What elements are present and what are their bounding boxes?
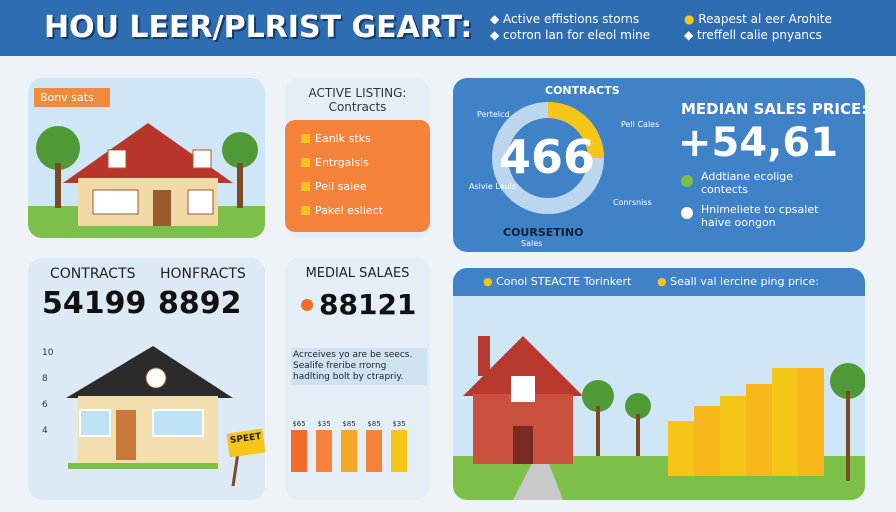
bar (366, 430, 382, 472)
stat-value: 54199 (42, 286, 147, 321)
list-item: Peil salee (315, 180, 367, 193)
scene-header (453, 268, 865, 296)
price-title: MEDIAN SALES PRICE: (681, 100, 865, 118)
axis-label: 4 (42, 426, 48, 436)
sales-panel: MEDIAL SALAES 88121 Acrceives yo are be … (285, 258, 430, 500)
stat-label: CONTRACTS (50, 266, 136, 282)
legend-text: Seall val lercine ping price: (670, 275, 820, 288)
bottom-label: COURSETINO (503, 226, 584, 239)
panel-value: 88121 (319, 288, 417, 321)
legend-item: ◆ treffell calie pnyancs (684, 28, 822, 42)
stats-panel: CONTRACTS 466 Pertelcd Pell Cales Aslvie… (453, 78, 865, 252)
bar (341, 430, 357, 472)
donut-label: Pell Cales (621, 120, 660, 129)
scene-panel: ● Conol STEACTE Torinkert ● Seall val le… (453, 268, 865, 500)
bar-label: $35 (392, 420, 406, 428)
bar-label: $85 (367, 420, 381, 428)
donut (492, 102, 604, 214)
bullet-square (301, 206, 310, 215)
bar (391, 430, 407, 472)
note: Acrceives yo are be seecs. Sealife freri… (291, 348, 427, 385)
legend-item: ● Conol STEACTE Torinkert (483, 275, 632, 288)
house-panel: Bonv sats (28, 78, 265, 238)
legend-item: ◆ cotron lan for eleol mine (490, 28, 651, 42)
bar (291, 430, 307, 472)
legend-text: Conol STEACTE Torinkert (496, 275, 632, 288)
price: +54,61 (678, 120, 839, 166)
donut-label: Conrsniss (613, 198, 652, 207)
bar-label: $85 (342, 420, 356, 428)
panel-title: MEDIAL SALAES (305, 266, 410, 281)
axis-label: 10 (42, 348, 54, 358)
bottom-sub: Sales (521, 239, 543, 248)
bullet-dot (681, 207, 693, 219)
list-item: Pakel esliect (315, 204, 383, 217)
legend-text: treffell calie pnyancs (697, 28, 822, 42)
legend-text: cotron lan for eleol mine (503, 28, 651, 42)
title: HOU LEER/PLRIST GEART: (44, 10, 473, 45)
panel-subtitle: Contracts (328, 100, 387, 114)
stat-value: 8892 (158, 286, 242, 321)
bullet-dot (681, 175, 693, 187)
house-illustration (28, 123, 265, 238)
contracts-panel: CONTRACTS HONFRACTS 54199 8892 SPEET 10 8… (28, 258, 265, 500)
legend-item: ◆ Active effistions storns (490, 12, 640, 26)
listing-panel: ACTIVE LISTING: Contracts Eanlk stks Entr… (285, 78, 430, 238)
bullet-square (301, 158, 310, 167)
bullet: Addtiane ecolige contects (701, 170, 794, 196)
legend-item: ● Reapest al eer Arohite (684, 12, 832, 26)
scene-illustration (453, 336, 865, 500)
donut-value: 466 (499, 130, 596, 184)
tag: Bonv sats (34, 88, 110, 107)
bullet-square (301, 182, 310, 191)
donut-label: Pertelcd (477, 110, 510, 119)
list-item: Entrgalsis (315, 156, 369, 169)
list-item: Eanlk stks (315, 132, 371, 145)
dot (301, 299, 313, 311)
axis-label: 6 (42, 400, 48, 410)
header: HOU LEER/PLRIST GEART: ◆ Active effistio… (0, 0, 896, 56)
donut-label: Aslvie Leuls (469, 182, 516, 191)
panel-title: ACTIVE LISTING: (308, 86, 407, 100)
house-illustration (66, 346, 265, 487)
items-box: Eanlk stks Entrgalsis Peil salee Pakel esli… (285, 120, 430, 232)
donut-title: CONTRACTS (545, 84, 620, 97)
legend-item: ● Seall val lercine ping price: (657, 275, 820, 288)
stat-label: HONFRACTS (160, 266, 246, 282)
bar-label: $35 (317, 420, 331, 428)
legend-text: Active effistions storns (503, 12, 640, 26)
axis-label: 8 (42, 374, 48, 384)
bar (316, 430, 332, 472)
bullet-square (301, 134, 310, 143)
bar-label: $65 (292, 420, 306, 428)
legend-text: Reapest al eer Arohite (698, 12, 832, 26)
bullet: Hnimeliete to cpsalet haive oongon (701, 203, 819, 229)
